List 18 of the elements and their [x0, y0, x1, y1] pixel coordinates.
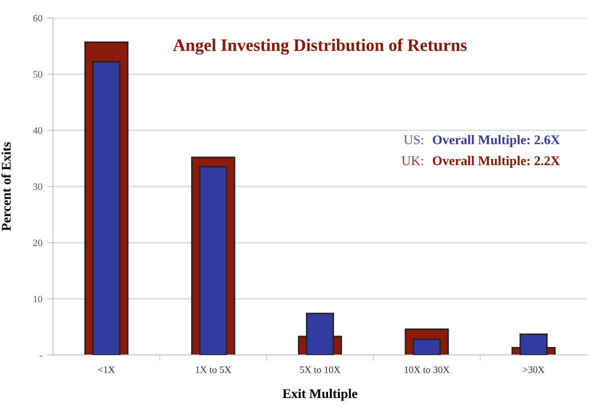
x-tick-label: 1X to 5X [196, 366, 232, 373]
y-tick-label: 50 [33, 71, 42, 78]
y-tick-label: 40 [33, 127, 42, 134]
y-tick-label: 30 [33, 183, 42, 190]
annotation: Overall Multiple: 2.2X [432, 156, 560, 168]
text: UK: [402, 156, 424, 166]
annotation: Overall Multiple: 2.6X [432, 135, 560, 147]
text: Angel Investing Distribution of Returns [173, 38, 467, 55]
y-tick-label: 60 [33, 14, 42, 22]
text: US: [404, 135, 424, 144]
x-tick-label: >30X [522, 366, 545, 373]
x-tick-label: 5X to 10X [300, 366, 340, 373]
x-tick-label: <1X [98, 366, 115, 373]
y-axis-title: Percent of Exits [1, 142, 11, 231]
y-tick-label: 10 [34, 296, 42, 302]
x-axis-title: Exit Multiple [282, 388, 358, 401]
y-tick-label: 20 [33, 240, 42, 246]
x-tick-label: 10X to 30X [404, 366, 450, 373]
